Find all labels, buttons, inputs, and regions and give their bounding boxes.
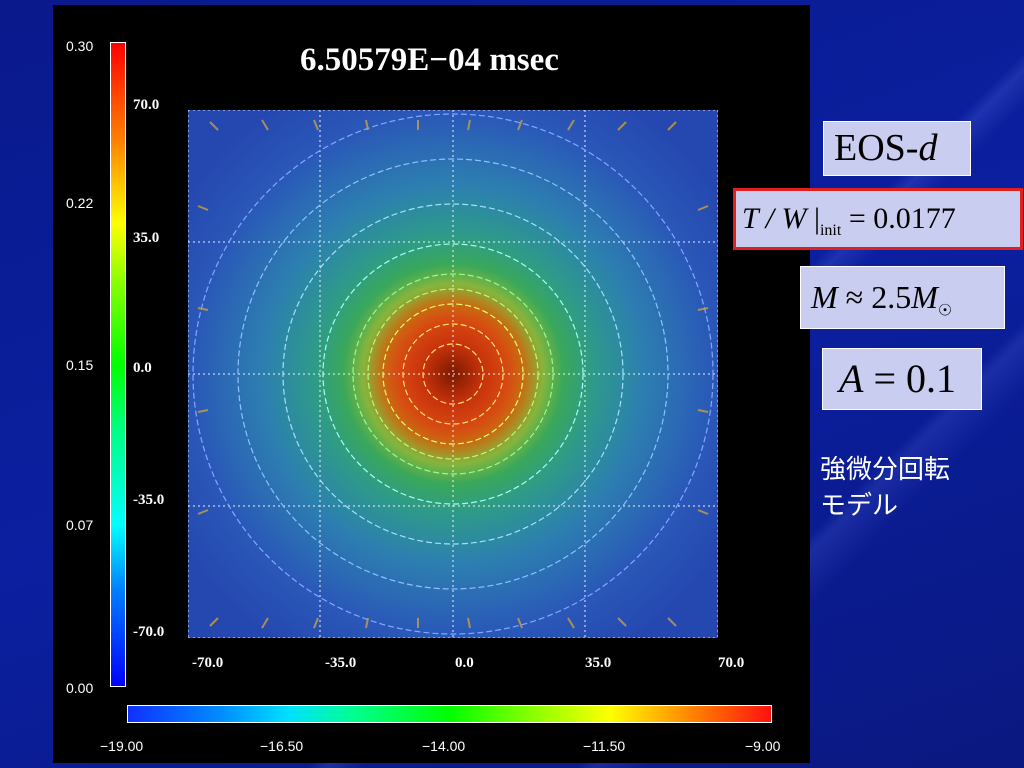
eos-italic-d: d <box>918 127 938 169</box>
tw-lhs: T / W <box>742 202 807 235</box>
y-tick: -35.0 <box>133 492 165 508</box>
vcolorbar-tick: 0.00 <box>66 680 94 696</box>
model-line-1: 強微分回転 <box>820 455 951 485</box>
x-tick: -70.0 <box>192 655 224 671</box>
vcolorbar-tick: 0.15 <box>66 357 94 373</box>
vertical-colorbar <box>110 42 126 687</box>
hcolorbar-tick: −19.00 <box>100 738 144 754</box>
vcolorbar-tick: 0.22 <box>66 195 94 211</box>
x-tick: 0.0 <box>455 655 474 671</box>
mass-lhs: M <box>811 279 838 315</box>
hcolorbar-tick: −11.50 <box>583 738 626 754</box>
amp-lhs: A <box>839 356 864 401</box>
hcolorbar-tick: −14.00 <box>422 738 466 754</box>
y-tick: -70.0 <box>133 624 165 640</box>
hcolorbar-tick: −16.50 <box>260 738 304 754</box>
y-tick: 35.0 <box>133 230 160 246</box>
sun-symbol-icon: ☉ <box>937 302 953 320</box>
tw-eq: = 0.0177 <box>841 202 956 235</box>
hcolorbar-tick: −9.00 <box>745 738 781 754</box>
mass-eq: ≈ 2.5 <box>837 279 912 315</box>
model-description: 強微分回転 モデル <box>820 452 950 524</box>
tw-sub: init <box>819 222 842 239</box>
x-tick: 70.0 <box>718 655 745 671</box>
x-tick: 35.0 <box>585 655 612 671</box>
amplitude-label: A = 0.1 <box>822 348 982 410</box>
eos-text: EOS- <box>834 127 919 169</box>
y-tick: 70.0 <box>133 97 160 113</box>
amp-eq: = 0.1 <box>863 356 956 401</box>
y-tick: 0.0 <box>133 360 152 376</box>
model-line-2: モデル <box>820 491 899 521</box>
vcolorbar-tick: 0.30 <box>66 38 94 54</box>
plot-overlay <box>188 110 718 638</box>
tw-label: T / W |init = 0.0177 <box>733 188 1023 250</box>
eos-label: EOS-d <box>823 121 971 176</box>
figure-title: 6.50579E−04 msec <box>300 42 559 78</box>
x-tick: -35.0 <box>325 655 357 671</box>
vcolorbar-tick: 0.07 <box>66 517 94 533</box>
horizontal-colorbar <box>127 705 772 723</box>
mass-label: M ≈ 2.5M☉ <box>800 266 1005 329</box>
mass-m: M <box>911 279 938 315</box>
